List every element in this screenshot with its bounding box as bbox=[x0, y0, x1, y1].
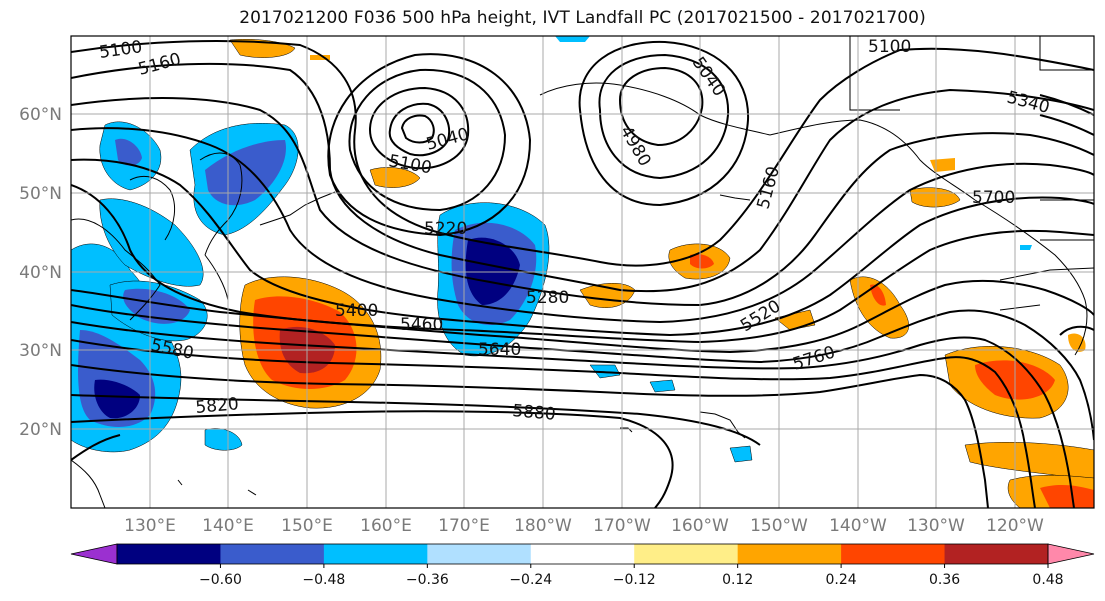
lon-label: 120°W bbox=[986, 516, 1044, 536]
contour-label: 5460 bbox=[400, 315, 443, 335]
lat-label: 40°N bbox=[19, 263, 62, 283]
colorbar-tick-label: −0.60 bbox=[199, 572, 242, 588]
colorbar: −0.60 −0.48 −0.36 −0.24 −0.12 0.12 0.24 0.36 0.4… bbox=[70, 543, 1095, 588]
contour-label: 5220 bbox=[424, 219, 467, 239]
colorbar-cell bbox=[117, 544, 221, 564]
colorbar-cell bbox=[737, 544, 842, 564]
lon-label: 140°E bbox=[202, 516, 254, 536]
lon-label: 180°W bbox=[514, 516, 572, 536]
colorbar-tick-label: 0.12 bbox=[722, 572, 753, 588]
lon-label: 140°W bbox=[829, 516, 887, 536]
lat-label: 20°N bbox=[19, 420, 62, 440]
contour-label: 5100 bbox=[868, 37, 911, 57]
colorbar-cell bbox=[427, 544, 532, 564]
lat-label: 30°N bbox=[19, 341, 62, 361]
contour-label: 5640 bbox=[478, 340, 521, 360]
colorbar-tick-label: −0.36 bbox=[406, 572, 449, 588]
colorbar-tick-label: 0.36 bbox=[929, 572, 960, 588]
colorbar-cell bbox=[220, 544, 325, 564]
lon-label: 150°E bbox=[281, 516, 333, 536]
colorbar-cell bbox=[634, 544, 739, 564]
contour-label: 5700 bbox=[972, 188, 1015, 208]
lon-label: 150°W bbox=[750, 516, 808, 536]
contour-label: 5280 bbox=[526, 288, 569, 308]
latitude-labels: 60°N 50°N 40°N 30°N 20°N bbox=[19, 105, 62, 440]
colorbar-cell bbox=[944, 544, 1049, 564]
map-frame bbox=[70, 35, 1095, 509]
lon-label: 170°W bbox=[593, 516, 651, 536]
colorbar-cell bbox=[841, 544, 946, 564]
colorbar-cell bbox=[323, 544, 428, 564]
colorbar-extend-low bbox=[70, 543, 118, 565]
longitude-labels: 130°E 140°E 150°E 160°E 170°E 180°W 170°… bbox=[124, 516, 1044, 536]
lon-label: 170°E bbox=[438, 516, 490, 536]
colorbar-tick-label: −0.12 bbox=[613, 572, 656, 588]
lon-label: 160°W bbox=[671, 516, 729, 536]
contour-label: 5820 bbox=[195, 394, 240, 418]
colorbar-cell bbox=[530, 544, 635, 564]
colorbar-frame bbox=[116, 543, 1049, 565]
lon-label: 130°W bbox=[907, 516, 965, 536]
contour-label: 5400 bbox=[335, 301, 378, 321]
contour-label: 5880 bbox=[512, 401, 557, 425]
lat-label: 50°N bbox=[19, 184, 62, 204]
colorbar-tick-label: 0.24 bbox=[826, 572, 857, 588]
height-contours bbox=[71, 39, 1094, 508]
gridlines bbox=[71, 36, 1094, 508]
colorbar-tick-label: −0.48 bbox=[302, 572, 345, 588]
colorbar-tick-label: −0.24 bbox=[509, 572, 552, 588]
map-title: 2017021200 F036 500 hPa height, IVT Land… bbox=[239, 8, 926, 28]
ivt-positive-anomalies bbox=[229, 39, 1094, 508]
lon-label: 130°E bbox=[124, 516, 176, 536]
colorbar-extend-high bbox=[1047, 543, 1095, 565]
colorbar-tick-label: 0.48 bbox=[1032, 572, 1063, 588]
lat-label: 60°N bbox=[19, 105, 62, 125]
lon-label: 160°E bbox=[360, 516, 412, 536]
